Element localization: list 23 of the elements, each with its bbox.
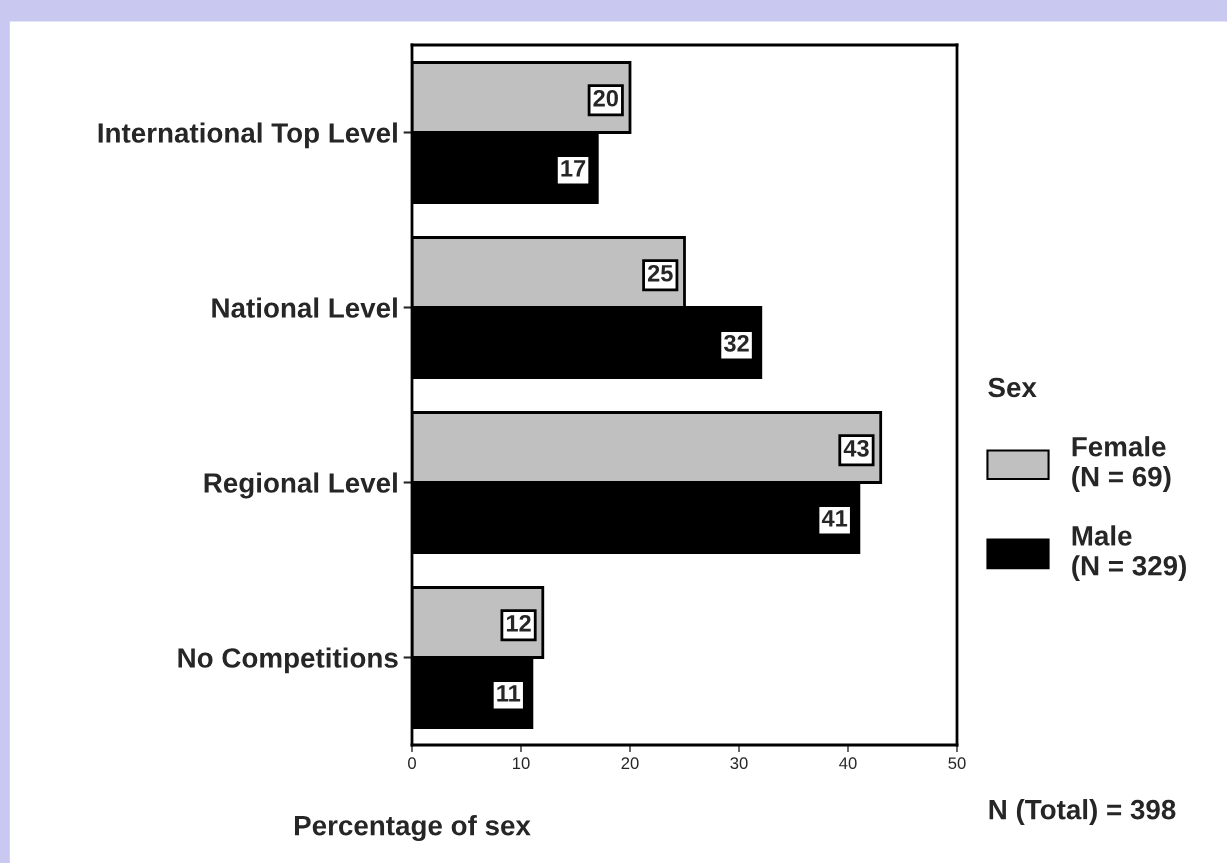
data-label: 41	[821, 510, 848, 527]
x-axis-title: Percentage of sex	[294, 815, 531, 842]
y-tick-label: No Competitions	[178, 647, 398, 674]
data-label: 11	[497, 685, 521, 702]
legend-label: Male (N = 329)	[1072, 525, 1186, 582]
y-tick-label: Regional Level	[204, 472, 397, 499]
data-label: 25	[647, 264, 673, 282]
x-tick-label: 30	[730, 757, 748, 770]
data-label: 43	[843, 439, 869, 457]
data-label: 17	[561, 160, 586, 177]
x-tick-label: 10	[513, 757, 530, 770]
x-tick-label: 50	[948, 757, 966, 770]
y-tick-label: International Top Level	[98, 122, 397, 149]
data-label: 32	[723, 334, 749, 352]
legend-label: Female (N = 69)	[1072, 436, 1171, 492]
data-label: 12	[506, 614, 531, 632]
data-label: 20	[593, 89, 618, 107]
y-tick-label: National Level	[212, 297, 397, 318]
legend-title: Sex	[988, 377, 1037, 398]
x-tick-label: 0	[408, 757, 416, 770]
text: N (Total) = 398	[989, 799, 1176, 825]
x-tick-label: 20	[621, 757, 639, 770]
x-tick-label: 40	[839, 757, 857, 770]
